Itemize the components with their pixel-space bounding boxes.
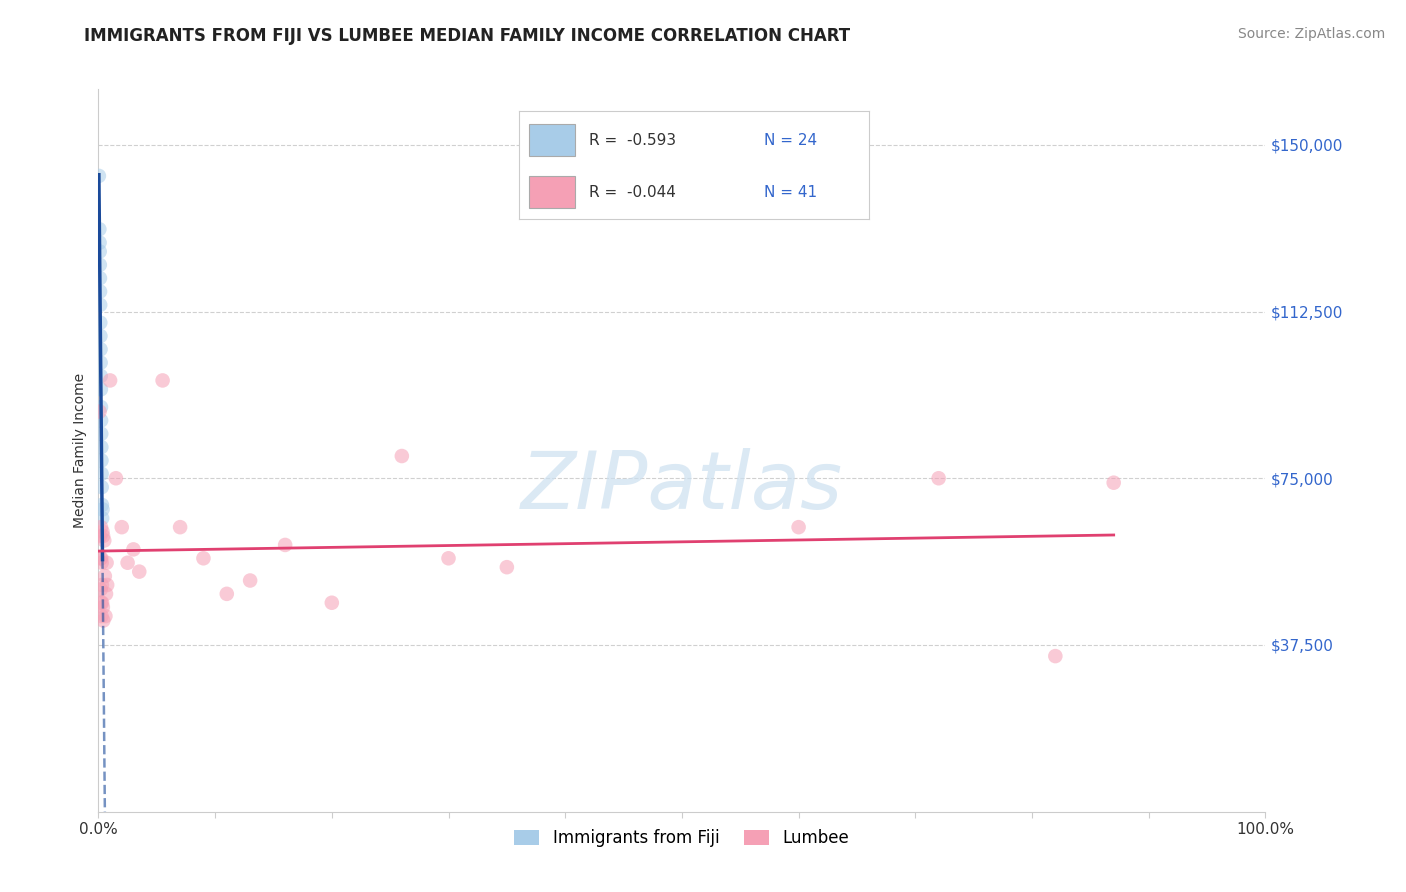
Point <box>193 551 215 566</box>
Point <box>89 298 111 312</box>
Point <box>437 551 460 566</box>
Point <box>94 609 117 624</box>
Point <box>89 316 111 330</box>
Point <box>91 524 114 539</box>
Point <box>496 560 519 574</box>
Point <box>90 551 112 566</box>
Point <box>152 373 174 387</box>
Point <box>89 244 111 259</box>
Point <box>90 498 112 512</box>
Point <box>321 596 343 610</box>
Point <box>90 480 112 494</box>
Point <box>90 578 112 592</box>
Point <box>89 529 111 543</box>
Point <box>104 471 127 485</box>
Point <box>89 343 111 357</box>
Point <box>90 426 112 441</box>
Point <box>391 449 413 463</box>
Legend: Immigrants from Fiji, Lumbee: Immigrants from Fiji, Lumbee <box>508 822 856 854</box>
Point <box>98 373 121 387</box>
Point <box>274 538 297 552</box>
Point <box>215 587 238 601</box>
Point <box>90 582 112 597</box>
Point <box>96 556 118 570</box>
Point <box>90 609 112 624</box>
Point <box>91 600 114 615</box>
Text: Source: ZipAtlas.com: Source: ZipAtlas.com <box>1237 27 1385 41</box>
Point <box>90 556 112 570</box>
Point <box>787 520 810 534</box>
Point <box>90 520 112 534</box>
Point <box>90 400 112 414</box>
Point <box>90 467 112 481</box>
Point <box>90 413 112 427</box>
Point <box>122 542 145 557</box>
Point <box>91 596 114 610</box>
Point <box>128 565 150 579</box>
Point <box>117 556 139 570</box>
Point <box>94 569 117 583</box>
Point <box>90 369 112 384</box>
Point <box>94 587 117 601</box>
Point <box>89 222 111 236</box>
Point <box>90 382 112 396</box>
Point <box>89 551 111 566</box>
Point <box>89 271 111 285</box>
Point <box>169 520 191 534</box>
Point <box>89 235 111 250</box>
Point <box>91 502 114 516</box>
Point <box>91 511 114 525</box>
Point <box>90 356 112 370</box>
Y-axis label: Median Family Income: Median Family Income <box>73 373 87 528</box>
Point <box>239 574 262 588</box>
Point <box>87 169 110 183</box>
Point <box>90 596 112 610</box>
Point <box>90 440 112 454</box>
Point <box>1045 649 1067 664</box>
Point <box>93 533 115 548</box>
Point <box>96 578 118 592</box>
Point <box>91 614 114 628</box>
Point <box>111 520 134 534</box>
Text: IMMIGRANTS FROM FIJI VS LUMBEE MEDIAN FAMILY INCOME CORRELATION CHART: IMMIGRANTS FROM FIJI VS LUMBEE MEDIAN FA… <box>84 27 851 45</box>
Point <box>928 471 950 485</box>
Point <box>89 258 111 272</box>
Point <box>89 285 111 299</box>
Point <box>89 404 111 418</box>
Point <box>91 529 114 543</box>
Point <box>90 453 112 467</box>
Text: ZIPatlas: ZIPatlas <box>520 448 844 525</box>
Point <box>1102 475 1125 490</box>
Point <box>89 329 111 343</box>
